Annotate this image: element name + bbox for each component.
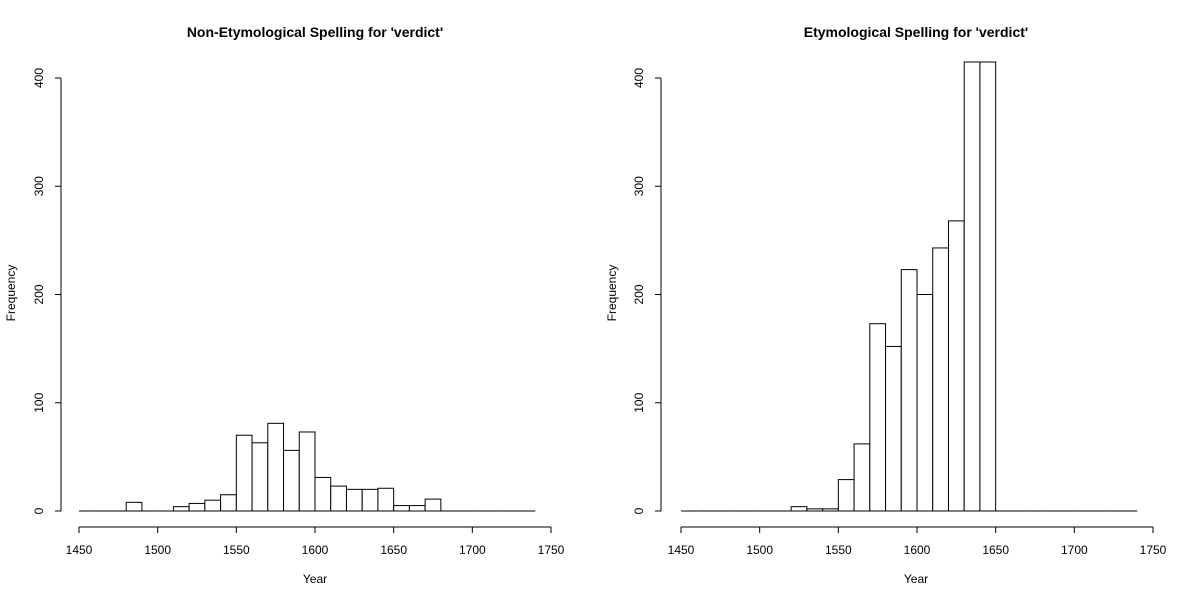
y-tick-label: 100 — [632, 392, 646, 412]
y-tick-label: 400 — [32, 68, 46, 88]
y-axis: 0 100 200 300 400 — [632, 68, 662, 514]
histogram-bar — [345, 488, 363, 512]
histogram-bar — [947, 220, 965, 512]
x-tick-label: 1600 — [904, 543, 931, 557]
x-axis: 1450 1500 1550 1600 1650 1700 1750 — [668, 526, 1167, 557]
histogram-bar — [408, 505, 426, 512]
x-tick-label: 1550 — [223, 543, 250, 557]
y-tick-label: 0 — [632, 507, 646, 514]
histogram-bar — [790, 506, 808, 512]
histogram-bar — [900, 269, 918, 512]
y-tick-label: 100 — [32, 392, 46, 412]
histogram-bar — [188, 502, 206, 512]
histogram-bar — [916, 294, 934, 512]
x-tick-label: 1500 — [144, 543, 171, 557]
histogram-bar — [979, 61, 997, 512]
histogram-bar — [298, 431, 316, 512]
y-axis-label: Frequency — [605, 265, 619, 322]
histogram-bar — [393, 505, 410, 512]
histogram-bar — [869, 323, 887, 512]
x-tick-label: 1750 — [1140, 543, 1167, 557]
x-axis-label: Year — [303, 572, 327, 586]
histogram-bar — [125, 501, 143, 512]
histogram-bar — [251, 442, 269, 512]
x-tick-label: 1550 — [825, 543, 852, 557]
y-tick-label: 0 — [32, 507, 46, 514]
histogram-bar — [853, 443, 871, 512]
histogram-bar — [963, 61, 981, 512]
x-tick-label: 1600 — [302, 543, 329, 557]
x-tick-label: 1500 — [746, 543, 773, 557]
y-tick-label: 300 — [32, 176, 46, 196]
y-tick-label: 200 — [632, 284, 646, 304]
chart-title: Etymological Spelling for 'verdict' — [804, 24, 1028, 40]
histogram-bar — [204, 499, 222, 512]
x-axis: 1450 1500 1550 1600 1650 1700 1750 — [66, 526, 565, 557]
histogram-bar — [424, 498, 442, 512]
histogram-bar — [837, 479, 855, 512]
panel-non-etymological: Non-Etymological Spelling for 'verdict' … — [4, 24, 565, 586]
y-tick-label: 200 — [32, 284, 46, 304]
x-tick-label: 1450 — [668, 543, 695, 557]
histogram-bar — [283, 449, 300, 512]
histogram-bar — [172, 506, 190, 512]
x-tick-label: 1650 — [380, 543, 407, 557]
x-tick-label: 1650 — [982, 543, 1009, 557]
histogram-bar — [822, 508, 839, 512]
x-tick-label: 1450 — [66, 543, 93, 557]
panel-etymological: Etymological Spelling for 'verdict' Year… — [605, 24, 1167, 586]
histogram-bar — [377, 487, 395, 512]
histogram-bar — [885, 345, 902, 512]
y-tick-label: 400 — [632, 68, 646, 88]
histogram-bar — [314, 476, 332, 512]
y-tick-label: 300 — [632, 176, 646, 196]
bars — [681, 61, 1138, 512]
y-axis-label: Frequency — [4, 265, 18, 322]
histogram-bar — [330, 485, 347, 512]
histogram-bar — [220, 494, 237, 512]
histogram-bar — [361, 488, 379, 512]
histogram-bar — [806, 508, 824, 512]
chart-title: Non-Etymological Spelling for 'verdict' — [187, 24, 443, 40]
bars — [79, 422, 536, 512]
histogram-bar — [267, 422, 285, 512]
x-tick-label: 1750 — [538, 543, 565, 557]
x-tick-label: 1700 — [1061, 543, 1088, 557]
histogram-bar — [235, 434, 253, 512]
x-axis-label: Year — [904, 572, 928, 586]
y-axis: 0 100 200 300 400 — [32, 68, 62, 514]
histogram-bar — [932, 247, 949, 512]
x-tick-label: 1700 — [459, 543, 486, 557]
